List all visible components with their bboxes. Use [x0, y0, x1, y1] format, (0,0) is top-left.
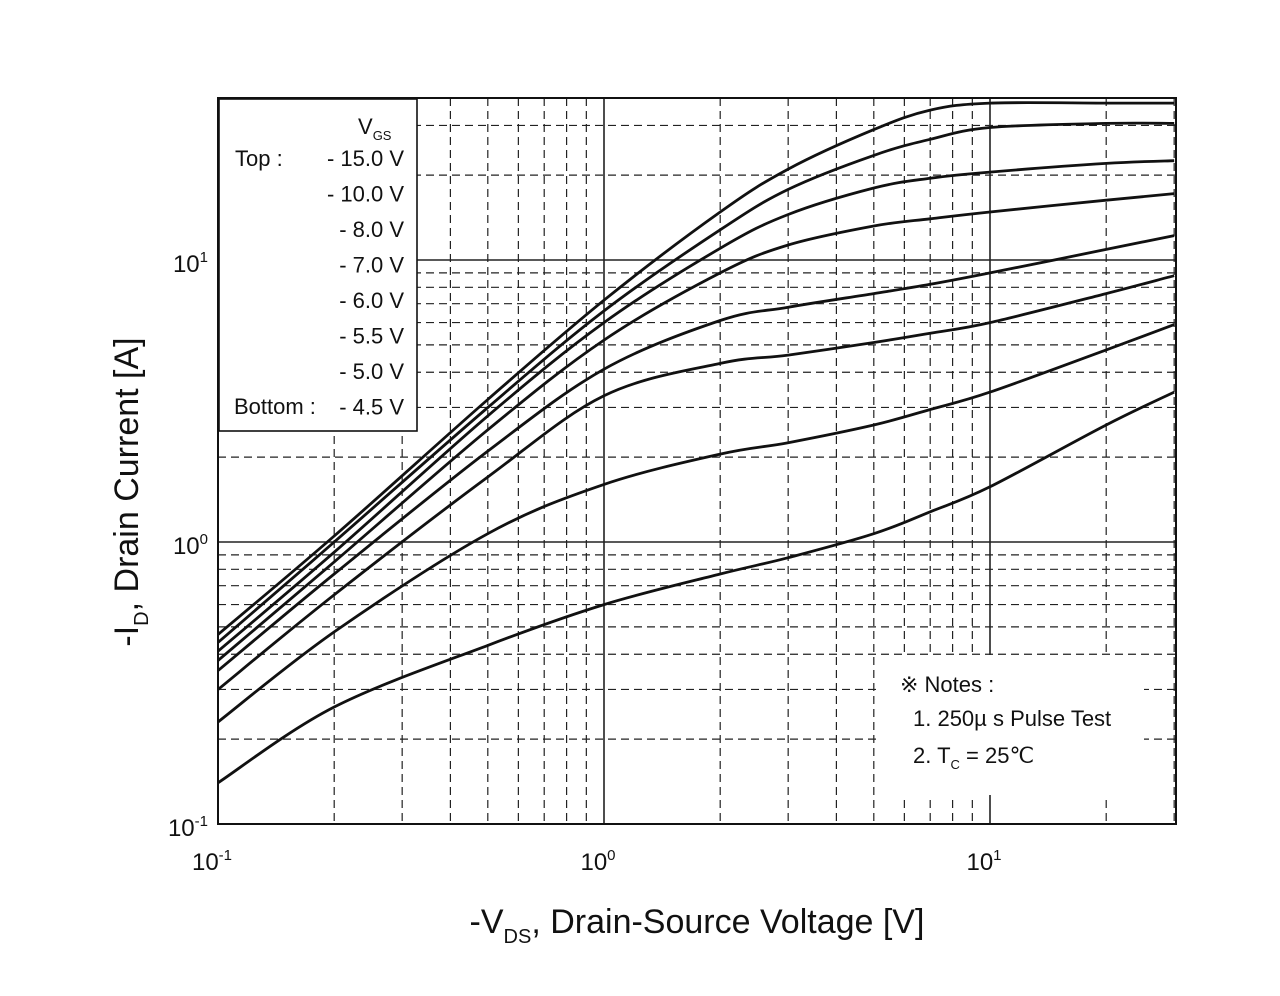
legend-entry: - 6.0 V	[339, 288, 404, 313]
legend-box	[218, 98, 418, 432]
legend-entry: - 7.0 V	[339, 253, 404, 278]
series-line-6	[218, 274, 1175, 691]
legend-entry: - 8.0 V	[339, 217, 404, 242]
legend-entries: - 15.0 V - 10.0 V - 8.0 V - 7.0 V - 6.0 V - 5…	[327, 146, 404, 420]
notes-line-1: 1. 250µ s Pulse Test	[913, 706, 1111, 731]
legend: VGS Top : Bottom : - 15.0 V - 10.0 V - 8.0…	[218, 98, 418, 432]
series-curves	[218, 101, 1175, 784]
legend-entry: - 5.0 V	[339, 359, 404, 384]
legend-entry: - 5.5 V	[339, 324, 404, 349]
x-tick-label: 101	[966, 847, 1001, 876]
series-line-4	[218, 192, 1175, 662]
series-line-7	[218, 323, 1175, 724]
series-line-1	[218, 101, 1175, 636]
x-axis-label: -VDS, Drain-Source Voltage [V]	[470, 903, 925, 948]
legend-entry: - 4.5 V	[339, 395, 404, 420]
y-tick-label: 100	[173, 531, 208, 560]
y-tick-label: 10-1	[168, 813, 208, 842]
legend-entry: - 15.0 V	[327, 146, 404, 171]
notes-title: ※ Notes :	[900, 672, 994, 697]
x-tick-label: 10-1	[192, 847, 232, 876]
series-line-5	[218, 234, 1175, 672]
series-line-3	[218, 159, 1175, 653]
plot-frame	[217, 97, 1177, 825]
legend-entry: - 10.0 V	[327, 182, 404, 207]
series-line-8	[218, 390, 1175, 784]
x-tick-label: 100	[580, 847, 615, 876]
notes-box: ※ Notes : 1. 250µ s Pulse Test 2. TC = 2…	[876, 655, 1144, 795]
y-tick-label: 101	[173, 249, 208, 278]
y-axis-label: -ID, Drain Current [A]	[108, 337, 153, 646]
notes-background	[876, 655, 1144, 795]
legend-bottom-label: Bottom :	[234, 394, 316, 419]
series-line-2	[218, 121, 1175, 644]
y-tick-labels: 10-1 100 101	[168, 249, 208, 842]
notes-line-2: 2. TC = 25℃	[913, 743, 1034, 772]
x-tick-labels: 10-1 100 101	[192, 847, 1002, 876]
legend-top-label: Top :	[235, 146, 283, 171]
legend-header: VGS	[358, 114, 392, 143]
